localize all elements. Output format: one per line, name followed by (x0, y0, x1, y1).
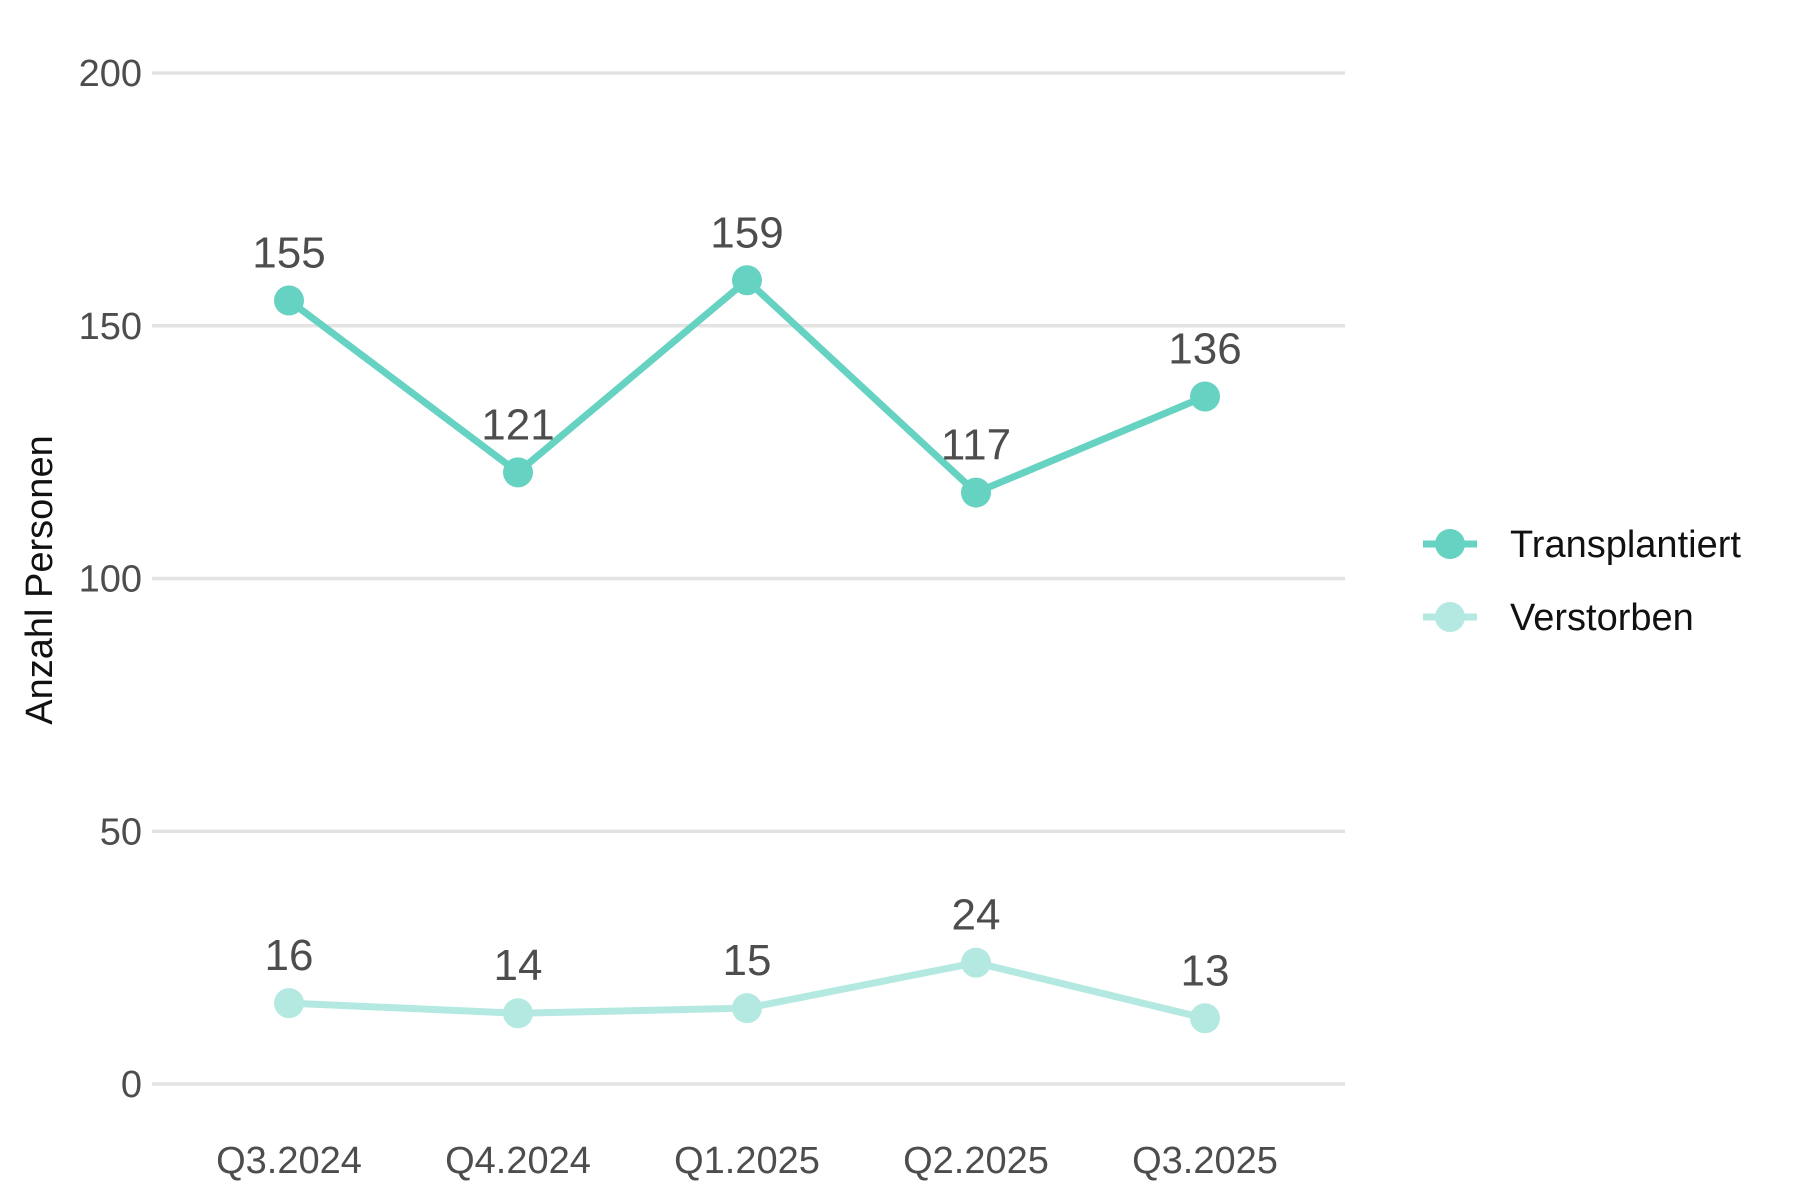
x-tick-label: Q3.2024 (216, 1140, 362, 1182)
data-point (1190, 1003, 1220, 1034)
data-label: 15 (723, 936, 772, 985)
series-verstorben: 16 14 15 24 13 (265, 891, 1230, 1034)
data-point (1190, 381, 1220, 412)
data-label: 121 (481, 400, 554, 449)
x-tick-label: Q4.2024 (445, 1140, 591, 1182)
y-axis-ticks: 0 50 100 150 200 (79, 53, 142, 1106)
legend-marker (1435, 602, 1465, 632)
series: 155 121 159 117 136 16 14 15 24 13 (252, 208, 1242, 1034)
y-tick-label: 50 (100, 811, 142, 853)
series-line (285, 276, 1209, 497)
data-label: 16 (265, 931, 314, 980)
x-axis-ticks: Q3.2024 Q4.2024 Q1.2025 Q2.2025 Q3.2025 (216, 1140, 1278, 1182)
data-label: 14 (494, 941, 543, 990)
y-tick-label: 0 (121, 1064, 142, 1106)
data-label: 24 (952, 891, 1001, 940)
legend: Transplantiert Verstorben (1423, 524, 1741, 639)
x-tick-label: Q3.2025 (1132, 1140, 1278, 1182)
y-tick-label: 100 (79, 559, 142, 601)
data-label: 159 (710, 208, 783, 257)
legend-item: Transplantiert (1423, 524, 1741, 566)
data-point (961, 477, 991, 508)
data-label: 117 (941, 421, 1011, 470)
data-point (732, 993, 762, 1024)
x-tick-label: Q1.2025 (674, 1140, 820, 1182)
data-label: 136 (1168, 325, 1241, 374)
x-tick-label: Q2.2025 (903, 1140, 1049, 1182)
data-label: 13 (1181, 946, 1230, 995)
data-label: 155 (252, 228, 325, 277)
legend-item: Verstorben (1423, 597, 1694, 639)
series-transplantiert: 155 121 159 117 136 (252, 208, 1242, 508)
data-point (503, 457, 533, 488)
data-point (274, 988, 304, 1019)
legend-label: Transplantiert (1510, 524, 1741, 566)
y-tick-label: 150 (79, 306, 142, 348)
data-point (274, 285, 304, 316)
data-point (503, 998, 533, 1029)
y-axis-title: Anzahl Personen (19, 435, 61, 724)
data-point (961, 947, 991, 978)
y-tick-label: 200 (79, 53, 142, 95)
legend-label: Verstorben (1510, 597, 1694, 639)
data-point (732, 265, 762, 296)
gridlines (152, 71, 1345, 1086)
legend-marker (1435, 529, 1465, 559)
